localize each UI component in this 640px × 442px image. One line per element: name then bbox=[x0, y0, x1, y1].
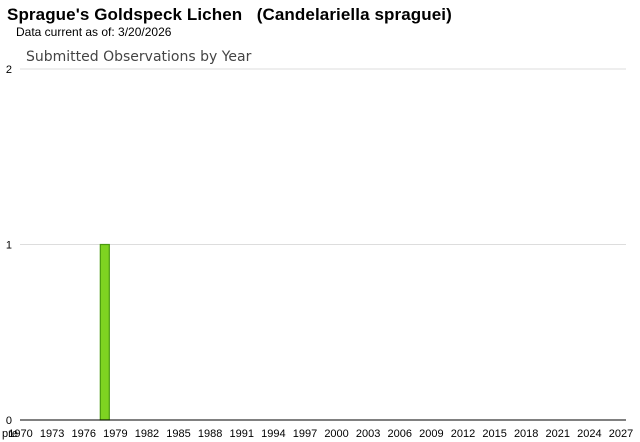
x-tick-label: 2024 bbox=[577, 428, 601, 440]
chart-title: Submitted Observations by Year bbox=[26, 49, 252, 65]
x-tick-label: 1973 bbox=[40, 428, 64, 440]
data-date-subtitle: Data current as of: 3/20/2026 bbox=[16, 25, 172, 39]
x-tick-label: 2006 bbox=[388, 428, 412, 440]
x-tick-label: 2027 bbox=[609, 428, 633, 440]
y-tick-label: 0 bbox=[6, 415, 12, 427]
x-tick-label: 1979 bbox=[103, 428, 127, 440]
x-tick-label: pre bbox=[2, 428, 18, 440]
x-tick-label: 2018 bbox=[514, 428, 538, 440]
y-tick-label: 2 bbox=[6, 64, 12, 76]
x-tick-label: 2003 bbox=[356, 428, 380, 440]
x-tick-label: 1997 bbox=[293, 428, 317, 440]
x-tick-label: 2015 bbox=[482, 428, 506, 440]
x-tick-label: 2021 bbox=[546, 428, 570, 440]
x-tick-label: 1982 bbox=[135, 428, 159, 440]
y-tick-label: 1 bbox=[6, 240, 12, 252]
x-tick-label: 1994 bbox=[261, 428, 285, 440]
x-tick-label: 2000 bbox=[324, 428, 348, 440]
bar-1978 bbox=[99, 243, 110, 421]
x-tick-label: 1976 bbox=[71, 428, 95, 440]
x-tick-label: 2012 bbox=[451, 428, 475, 440]
x-tick-label: 1988 bbox=[198, 428, 222, 440]
x-tick-label: 1985 bbox=[166, 428, 190, 440]
chart-main-title: Sprague's Goldspeck Lichen (Candelariell… bbox=[7, 5, 452, 24]
x-tick-label: 1991 bbox=[230, 428, 254, 440]
x-tick-label: 1970 bbox=[8, 428, 32, 440]
x-tick-label: 2009 bbox=[419, 428, 443, 440]
